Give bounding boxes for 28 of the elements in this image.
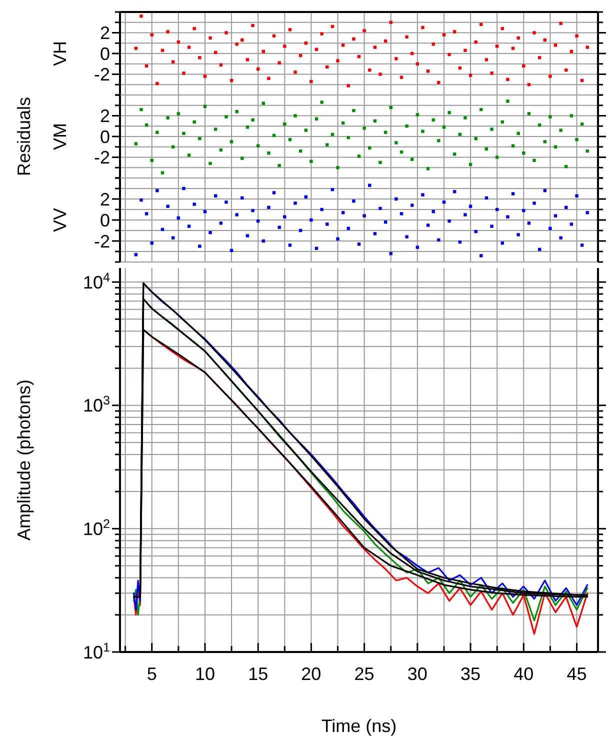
x-tick-label: 25 <box>354 664 374 684</box>
y-axis-title: VH <box>50 40 70 66</box>
text: Residuals <box>14 96 34 176</box>
y-tick-label: 10$^{1}$ <box>82 640 110 662</box>
x-tick-label: 10 <box>194 664 215 684</box>
x-tick-label: 30 <box>407 664 428 684</box>
x-tick-label: 45 <box>566 664 587 684</box>
y-axis-title: VV <box>50 208 70 232</box>
y-tick-label: 0 <box>100 210 110 230</box>
x-axis-title: Time (ns) <box>321 716 397 736</box>
x-tick-label: 40 <box>514 664 534 684</box>
y-tick-label: 2 <box>100 106 110 126</box>
y-axis-title: Amplitude (photons) <box>14 379 34 541</box>
y-tick-label: 2 <box>100 189 110 210</box>
y-tick-label: 10$^{3}$ <box>82 394 110 416</box>
x-tick-label: 20 <box>301 664 322 684</box>
x-tick-label: 35 <box>460 664 481 684</box>
x-tick-label: 15 <box>248 664 268 684</box>
y-axis-title: VM <box>50 123 70 150</box>
y-tick-label: 2 <box>100 23 110 44</box>
y-tick-label: -2 <box>94 148 110 168</box>
y-tick-label: -2 <box>94 231 110 252</box>
y-tick-label: 10$^{4}$ <box>82 270 110 292</box>
y-tick-label: 10$^{2}$ <box>82 516 110 539</box>
x-tick-label: 5 <box>146 664 157 684</box>
y-tick-label: -2 <box>94 64 110 85</box>
y-tick-label: 0 <box>100 126 110 147</box>
y-tick-label: 0 <box>100 44 110 64</box>
